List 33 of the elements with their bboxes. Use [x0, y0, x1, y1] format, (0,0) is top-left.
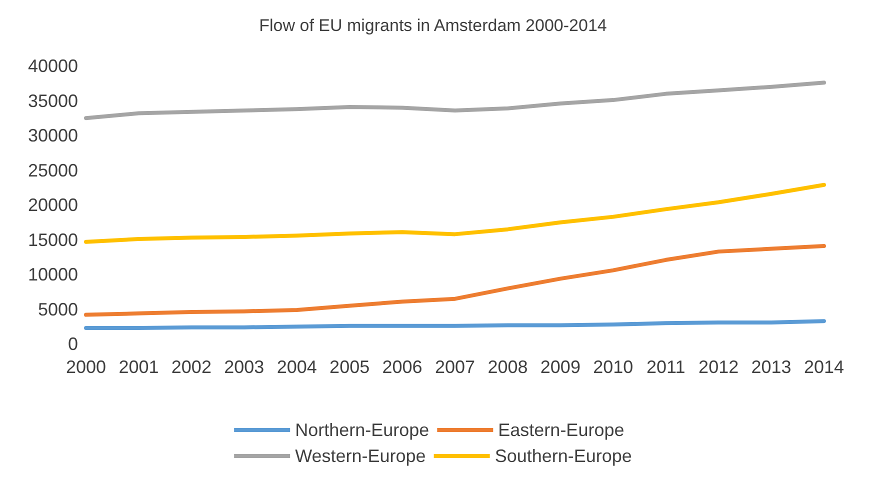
line-series — [84, 319, 826, 330]
legend-label: Northern-Europe — [295, 420, 430, 440]
x-tick-label: 2001 — [118, 357, 159, 377]
x-tick-label: 2006 — [382, 357, 422, 377]
x-tick-label: 2014 — [804, 357, 844, 377]
legend-label: Western-Europe — [295, 446, 426, 466]
x-tick-label: 2005 — [330, 357, 370, 377]
x-tick-label: 2003 — [224, 357, 264, 377]
legend-label: Southern-Europe — [494, 446, 632, 466]
y-tick-label: 40000 — [28, 56, 78, 76]
x-tick-label: 2011 — [646, 357, 686, 377]
x-tick-label: 2010 — [593, 357, 634, 377]
y-tick-label: 35000 — [28, 90, 78, 111]
y-tick-label: 0 — [68, 334, 78, 354]
y-tick-label: 30000 — [28, 126, 78, 146]
y-tick-label: 5000 — [38, 299, 78, 320]
x-tick-label: 2008 — [488, 357, 528, 377]
x-tick-label: 2004 — [276, 357, 317, 377]
x-tick-label: 2000 — [66, 357, 106, 377]
chart-title: Flow of EU migrants in Amsterdam 2000-2014 — [259, 16, 607, 35]
x-tick-label: 2012 — [698, 357, 739, 377]
y-tick-label: 20000 — [28, 195, 78, 215]
y-tick-label: 10000 — [28, 264, 78, 284]
x-tick-label: 2013 — [751, 357, 792, 377]
line-series — [84, 244, 826, 317]
x-tick-label: 2002 — [171, 357, 212, 377]
y-tick-label: 15000 — [28, 230, 78, 250]
y-tick-label: 25000 — [28, 160, 78, 180]
x-tick-label: 2007 — [434, 357, 476, 377]
legend-label: Eastern-Europe — [498, 420, 624, 440]
line-series — [84, 80, 826, 120]
line-series — [84, 182, 826, 244]
x-tick-label: 2009 — [540, 357, 580, 377]
